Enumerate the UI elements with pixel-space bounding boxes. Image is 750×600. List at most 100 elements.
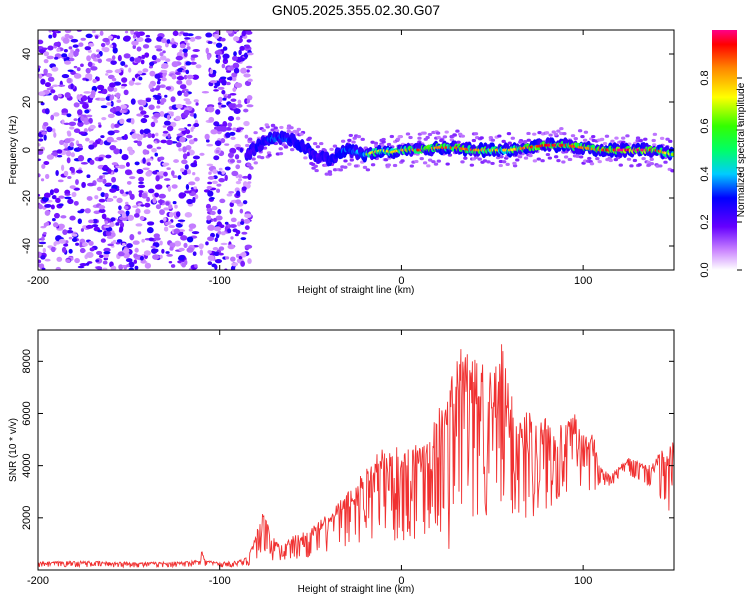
noise-blob <box>64 193 71 196</box>
noise-blob <box>51 66 59 72</box>
noise-blob <box>185 129 191 135</box>
noise-blob <box>85 73 93 79</box>
noise-blob <box>225 132 231 138</box>
noise-blob <box>63 170 69 177</box>
noise-blob <box>154 58 161 63</box>
noise-blob <box>63 243 69 247</box>
noise-blob <box>52 128 56 133</box>
noise-blob <box>43 121 49 127</box>
noise-blob <box>100 42 106 48</box>
noise-blob <box>38 241 47 245</box>
ridge-halo <box>632 158 638 163</box>
noise-blob <box>193 113 197 119</box>
noise-blob <box>85 224 94 229</box>
ridge-halo <box>629 164 634 168</box>
noise-blob <box>185 145 192 151</box>
noise-blob <box>81 181 86 189</box>
snr-y-tick-label: 8000 <box>21 349 33 373</box>
ridge-halo <box>442 135 448 139</box>
noise-blob <box>237 174 243 179</box>
noise-blob <box>124 64 128 68</box>
noise-blob <box>65 150 72 157</box>
noise-blob <box>130 30 135 35</box>
noise-blob <box>130 118 135 125</box>
ridge-halo <box>395 137 401 141</box>
noise-blob <box>120 104 127 109</box>
ridge-halo <box>473 132 479 136</box>
noise-blob <box>55 170 59 176</box>
ridge-halo <box>381 137 386 142</box>
ridge-halo <box>517 155 523 159</box>
noise-blob <box>210 210 216 216</box>
noise-blob <box>238 127 245 130</box>
noise-blob <box>244 44 251 49</box>
ridge-halo <box>641 157 646 161</box>
noise-blob <box>153 112 161 118</box>
noise-blob <box>224 143 230 146</box>
noise-blob <box>141 238 145 243</box>
noise-blob <box>134 161 140 166</box>
spectrogram-x-axis-label: Height of straight line (km) <box>298 285 415 296</box>
noise-blob <box>87 43 95 47</box>
noise-blob <box>193 137 198 142</box>
noise-blob <box>110 217 116 222</box>
noise-blob <box>128 190 133 196</box>
noise-blob <box>105 73 109 76</box>
noise-blob <box>229 208 233 215</box>
noise-blob <box>58 203 64 207</box>
noise-blob <box>40 102 45 106</box>
noise-blob <box>131 132 138 140</box>
ridge-halo <box>270 128 275 132</box>
noise-blob <box>102 172 110 175</box>
noise-blob <box>144 52 150 58</box>
ridge-halo <box>591 134 596 139</box>
noise-blob <box>38 193 41 197</box>
ridge-halo <box>347 162 352 166</box>
noise-blob <box>217 96 223 103</box>
ridge-halo <box>332 144 338 148</box>
noise-blob <box>181 159 188 165</box>
spectrogram-x-tick-label: 100 <box>574 275 592 287</box>
noise-blob <box>168 225 175 229</box>
noise-blob <box>231 77 237 82</box>
noise-blob <box>155 204 162 210</box>
noise-blob <box>215 109 221 115</box>
noise-blob <box>192 49 200 52</box>
ridge-halo <box>540 159 545 163</box>
noise-blob <box>121 154 129 161</box>
noise-blob <box>99 30 104 36</box>
noise-blob <box>70 83 74 90</box>
noise-blob <box>232 62 240 69</box>
noise-blob <box>190 162 198 168</box>
noise-blob <box>207 190 214 197</box>
ridge-halo <box>652 143 657 147</box>
ridge-halo <box>426 164 431 168</box>
noise-blob <box>106 197 113 202</box>
noise-blob <box>50 114 55 121</box>
ridge-halo <box>490 161 495 166</box>
noise-blob <box>247 78 253 83</box>
ridge-halo <box>296 127 302 131</box>
noise-blob <box>38 65 41 69</box>
noise-blob <box>239 208 244 214</box>
noise-blob <box>110 94 115 101</box>
ridge-halo <box>327 172 333 176</box>
noise-blob <box>159 84 166 89</box>
noise-blob <box>63 48 68 53</box>
noise-blob <box>84 46 92 51</box>
ridge-halo <box>397 135 402 139</box>
noise-blob <box>190 61 197 65</box>
noise-blob <box>115 92 121 99</box>
noise-blob <box>183 109 190 116</box>
noise-blob <box>135 223 143 227</box>
noise-blob <box>140 204 145 207</box>
noise-blob <box>153 119 159 124</box>
noise-blob <box>185 61 192 66</box>
spectrogram-y-tick-label: -40 <box>21 238 33 254</box>
ridge-halo <box>512 164 518 168</box>
noise-blob <box>140 59 145 65</box>
noise-blob <box>206 54 211 60</box>
ridge-halo <box>515 158 520 162</box>
noise-blob <box>155 132 159 137</box>
ridge-halo <box>414 159 419 164</box>
